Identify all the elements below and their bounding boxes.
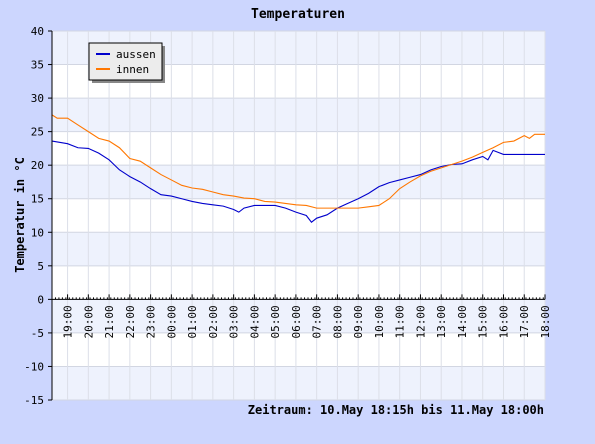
plot-band xyxy=(52,265,545,300)
x-tick-label: 19:00 xyxy=(62,305,75,338)
legend-label-aussen: aussen xyxy=(116,48,156,61)
grid-lines xyxy=(52,30,546,401)
period-footer: Zeitraum: 10.May 18:15h bis 11.May 18:00… xyxy=(248,403,544,417)
x-tick-label: 14:00 xyxy=(456,305,469,338)
y-tick-label: 25 xyxy=(31,126,44,139)
y-tick-label: 15 xyxy=(31,193,44,206)
plot-band xyxy=(52,366,545,400)
axes xyxy=(48,30,546,401)
x-tick-label: 07:00 xyxy=(311,305,324,338)
x-tick-label: 02:00 xyxy=(207,305,220,338)
y-tick-labels: -15 -10 -5 0 5 10 15 20 25 30 35 40 xyxy=(24,25,44,407)
series-layer xyxy=(51,114,545,223)
y-tick-label: 40 xyxy=(31,25,44,38)
x-tick-label: 22:00 xyxy=(124,305,137,338)
plot-band xyxy=(52,98,545,132)
x-tick-label: 05:00 xyxy=(269,305,282,338)
x-tick-label: 11:00 xyxy=(394,305,407,338)
x-tick-label: 10:00 xyxy=(373,305,386,338)
x-tick-label: 03:00 xyxy=(228,305,241,338)
x-tick-label: 12:00 xyxy=(414,305,427,338)
plot-band xyxy=(52,198,545,233)
y-tick-label: -5 xyxy=(31,327,44,340)
x-tick-label: 20:00 xyxy=(82,305,95,338)
plot-band xyxy=(52,332,545,367)
y-tick-label: 10 xyxy=(31,226,44,239)
y-tick-label: -10 xyxy=(24,360,44,373)
plot-band xyxy=(52,299,545,333)
x-tick-label: 08:00 xyxy=(331,305,344,338)
y-tick-label: 5 xyxy=(37,260,44,273)
y-tick-label: 20 xyxy=(31,159,44,172)
x-tick-label: 23:00 xyxy=(145,305,158,338)
y-tick-label: 35 xyxy=(31,59,44,72)
series-line-aussen xyxy=(51,140,545,223)
plot-band xyxy=(52,232,545,266)
x-tick-label: 00:00 xyxy=(165,305,178,338)
y-tick-label: 0 xyxy=(37,293,44,306)
chart-title: Temperaturen xyxy=(251,7,345,22)
x-tick-label: 04:00 xyxy=(248,305,261,338)
series-line-innen xyxy=(51,114,545,209)
x-tick-label: 21:00 xyxy=(103,305,116,338)
x-tick-label: 15:00 xyxy=(477,305,490,338)
legend: aussen innen xyxy=(88,42,165,83)
x-tick-label: 06:00 xyxy=(290,305,303,338)
x-tick-label: 09:00 xyxy=(352,305,365,338)
x-tick-label: 18:00 xyxy=(539,305,552,338)
x-tick-label: 01:00 xyxy=(186,305,199,338)
plot-area xyxy=(52,31,545,400)
x-tick-label: 16:00 xyxy=(497,305,510,338)
legend-label-innen: innen xyxy=(116,63,149,76)
plot-band xyxy=(52,165,545,199)
y-tick-label: -15 xyxy=(24,394,44,407)
legend-box xyxy=(88,42,163,81)
x-tick-label: 17:00 xyxy=(518,305,531,338)
y-tick-label: 30 xyxy=(31,92,44,105)
x-tick-label: 13:00 xyxy=(435,305,448,338)
x-tick-labels: 19:00 20:00 21:00 22:00 23:00 00:00 01:00 02:00… xyxy=(62,305,552,338)
y-axis-label: Temperatur in °C xyxy=(13,157,27,273)
